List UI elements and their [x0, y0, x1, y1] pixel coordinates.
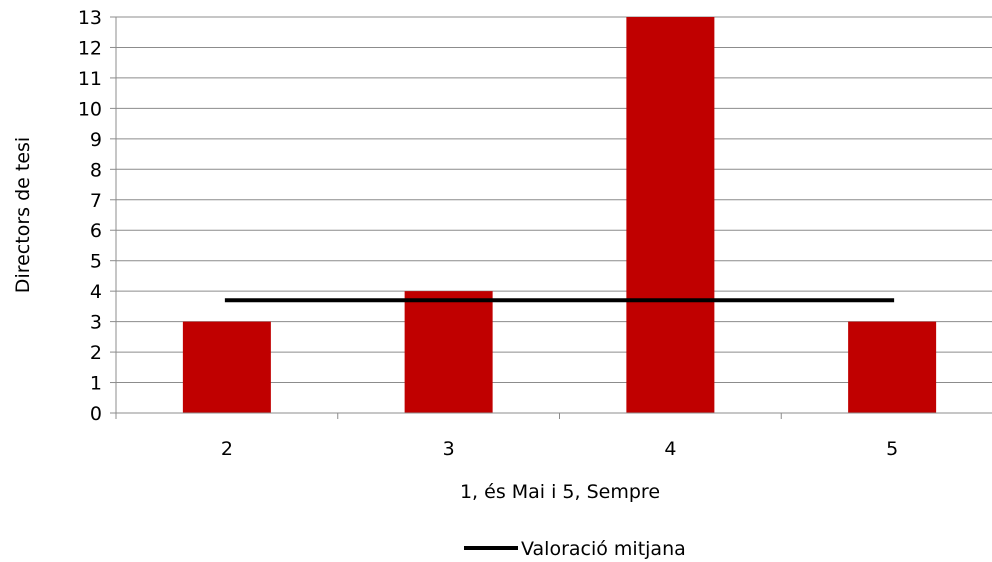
bar — [626, 17, 715, 413]
x-tick-label: 4 — [664, 438, 676, 460]
y-tick-label: 10 — [78, 98, 102, 120]
y-tick-label: 0 — [90, 403, 102, 425]
y-tick-label: 9 — [90, 129, 102, 151]
y-tick-label: 4 — [90, 281, 102, 303]
y-tick-label: 8 — [90, 159, 102, 181]
y-tick-label: 13 — [78, 7, 102, 29]
bar — [404, 291, 493, 413]
x-tick-label: 2 — [221, 438, 233, 460]
bar — [848, 321, 937, 413]
y-axis-title: Directors de tesi — [12, 137, 34, 293]
bar — [182, 321, 271, 413]
axes — [110, 16, 992, 419]
y-tick-label: 11 — [78, 68, 102, 90]
x-tick-label: 5 — [886, 438, 898, 460]
y-tick-label: 3 — [90, 312, 102, 334]
legend: Valoració mitjana — [464, 538, 686, 560]
y-tick-label: 2 — [90, 342, 102, 364]
x-tick-labels: 2 3 4 5 — [221, 438, 898, 460]
bars — [182, 17, 937, 413]
legend-label: Valoració mitjana — [521, 538, 686, 560]
x-tick-label: 3 — [443, 438, 455, 460]
y-tick-label: 6 — [90, 220, 102, 242]
y-tick-label: 12 — [78, 37, 102, 59]
x-axis-title: 1, és Mai i 5, Sempre — [460, 481, 660, 503]
y-tick-label: 7 — [90, 190, 102, 212]
y-tick-label: 1 — [90, 373, 102, 395]
y-tick-label: 5 — [90, 251, 102, 273]
